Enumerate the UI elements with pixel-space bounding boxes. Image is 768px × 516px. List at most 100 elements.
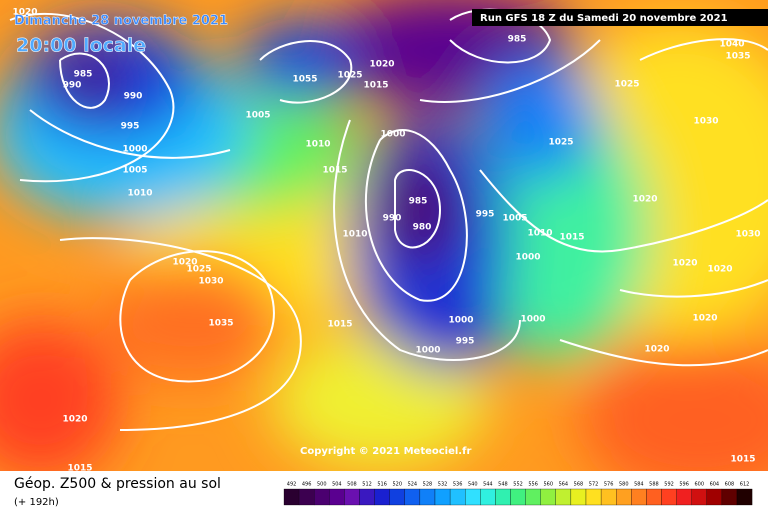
legend-label: 568 xyxy=(574,482,584,488)
legend-label: 576 xyxy=(604,482,614,488)
legend-label: 532 xyxy=(438,482,448,488)
legend-label: 560 xyxy=(543,482,553,488)
isobar-label: 1015 xyxy=(327,320,352,330)
isobar-label: 1000 xyxy=(415,346,440,356)
isobar-label: 1020 xyxy=(62,415,87,425)
isobar-label: 1000 xyxy=(520,315,545,325)
isobar-label: 1000 xyxy=(448,316,473,326)
isobar-label: 1020 xyxy=(672,259,697,269)
legend-swatch xyxy=(404,488,421,506)
isobar-label: 1005 xyxy=(122,166,147,176)
legend-swatch xyxy=(631,488,647,506)
isobar-label: 1010 xyxy=(127,189,152,199)
isobar-label: 990 xyxy=(383,214,402,224)
isobar-label: 1015 xyxy=(322,166,347,176)
color-legend: 492 496 500 504 508 512 516 520 524 528 532 536 540 5… xyxy=(283,482,753,506)
legend-swatch xyxy=(480,488,496,506)
legend-swatch xyxy=(344,488,360,506)
isobar-label: 1015 xyxy=(730,455,755,465)
isobar-label: 1020 xyxy=(369,60,394,70)
legend-swatch xyxy=(359,488,375,506)
legend-swatch xyxy=(600,488,617,506)
product-title: Géop. Z500 & pression au sol xyxy=(14,476,221,492)
legend-label: 496 xyxy=(302,482,312,488)
legend-swatch xyxy=(676,488,692,506)
isobar-label: 995 xyxy=(456,337,475,347)
legend-swatch xyxy=(449,488,466,506)
isobar-label: 1000 xyxy=(515,253,540,263)
legend-label: 536 xyxy=(453,482,463,488)
isobar-label: 1020 xyxy=(644,345,669,355)
time: 20:00 locale xyxy=(16,35,146,57)
legend-swatch xyxy=(736,488,753,506)
legend-swatch xyxy=(555,488,572,506)
legend-label: 544 xyxy=(483,482,493,488)
legend-swatch xyxy=(525,488,541,506)
legend-label: 592 xyxy=(664,482,674,488)
isobar-label: 1015 xyxy=(363,81,388,91)
isobars xyxy=(9,8,768,431)
isobar-label: 1000 xyxy=(380,130,405,140)
legend-label: 588 xyxy=(649,482,659,488)
lead-time: (+ 192h) xyxy=(14,497,59,508)
legend-swatch xyxy=(570,488,587,506)
isobar-label: 1000 xyxy=(122,145,147,155)
legend-swatch xyxy=(540,488,556,506)
legend-label: 600 xyxy=(694,482,704,488)
legend-label: 612 xyxy=(740,482,750,488)
isobar-label: 1010 xyxy=(342,230,367,240)
isobar-label: 1035 xyxy=(725,52,750,62)
isobar-label: 995 xyxy=(476,210,495,220)
legend-swatch xyxy=(283,488,300,506)
isobar-label: 1015 xyxy=(67,464,92,474)
isobar-label: 1010 xyxy=(305,140,330,150)
isobar-label: 1040 xyxy=(719,40,744,50)
legend-label: 508 xyxy=(347,482,357,488)
legend-swatch xyxy=(616,488,632,506)
legend-label: 540 xyxy=(468,482,478,488)
isobar-label: 995 xyxy=(121,122,140,132)
legend-label: 564 xyxy=(559,482,569,488)
copyright: Copyright © 2021 Meteociel.fr xyxy=(300,446,471,457)
legend-label: 556 xyxy=(528,482,538,488)
legend-swatch xyxy=(706,488,723,506)
isobar-label: 1055 xyxy=(292,75,317,85)
legend-swatch xyxy=(510,488,526,506)
date: Dimanche 28 novembre 2021 xyxy=(14,14,228,29)
isobar-label: 1030 xyxy=(735,230,760,240)
isobar-label: 1035 xyxy=(208,319,233,329)
isobar-label: 1020 xyxy=(12,8,37,18)
isobar-label: 1025 xyxy=(614,80,639,90)
isobar-label: 985 xyxy=(409,197,428,207)
legend-swatch xyxy=(419,488,436,506)
legend-swatch xyxy=(329,488,345,506)
legend-swatch xyxy=(465,488,481,506)
legend-label: 520 xyxy=(392,482,402,488)
isobar-label: 1015 xyxy=(559,233,584,243)
legend-label: 608 xyxy=(725,482,735,488)
legend-swatch xyxy=(691,488,707,506)
isobar-label: 985 xyxy=(508,35,527,45)
isobar-label: 1020 xyxy=(707,265,732,275)
legend-label: 500 xyxy=(317,482,327,488)
legend-swatch xyxy=(434,488,451,506)
legend-swatch xyxy=(314,488,330,506)
legend-label: 512 xyxy=(362,482,372,488)
legend-swatch xyxy=(721,488,738,506)
legend-label: 552 xyxy=(513,482,523,488)
isobar-label: 1020 xyxy=(692,314,717,324)
isobar-label: 1010 xyxy=(527,229,552,239)
isobar-label: 1005 xyxy=(245,111,270,121)
isobar-label: 1030 xyxy=(198,277,223,287)
isobar-label: 985 xyxy=(74,70,93,80)
isobar-label: 1025 xyxy=(548,138,573,148)
legend-swatch xyxy=(374,488,390,506)
legend-label: 524 xyxy=(408,482,418,488)
isobar-label: 1025 xyxy=(186,265,211,275)
isobar-label: 1030 xyxy=(693,117,718,127)
legend-swatch xyxy=(646,488,662,506)
legend-swatch xyxy=(389,488,405,506)
